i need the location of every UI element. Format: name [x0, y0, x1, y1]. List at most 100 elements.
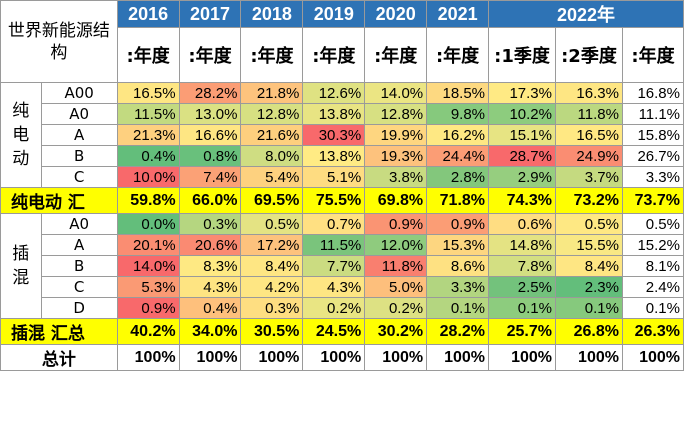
- period-header: :年度: [116, 27, 180, 83]
- data-cell: 0.2%: [302, 297, 366, 319]
- table-row: C 10.0% 7.4% 5.4% 5.1% 3.8% 2.8% 2.9% 3.7% 3.3%: [1, 166, 684, 188]
- group-label: 纯电动: [0, 82, 42, 188]
- total-cell: 100%: [302, 344, 366, 371]
- data-cell: 8.1%: [621, 255, 684, 277]
- data-cell: 13.8%: [302, 145, 366, 167]
- data-cell: 15.8%: [621, 124, 684, 146]
- data-cell: 2.4%: [621, 276, 684, 298]
- data-cell: 0.3%: [178, 213, 242, 235]
- summary-cell: 69.8%: [364, 187, 428, 214]
- data-cell: 18.5%: [426, 82, 490, 104]
- segment-label: B: [40, 145, 118, 167]
- data-cell: 2.8%: [426, 166, 490, 188]
- new-energy-structure-table: 世界新能源结构 2016 2017 2018 2019 2020 2021 20…: [0, 0, 684, 371]
- total-cell: 100%: [426, 344, 490, 371]
- data-cell: 16.5%: [116, 82, 180, 104]
- total-cell: 100%: [178, 344, 242, 371]
- data-cell: 21.3%: [116, 124, 180, 146]
- summary-cell: 73.2%: [555, 187, 623, 214]
- segment-label: C: [40, 276, 118, 298]
- period-header: :年度: [426, 27, 490, 83]
- total-label: 总计: [0, 344, 118, 371]
- table-row: D 0.9% 0.4% 0.3% 0.2% 0.2% 0.1% 0.1% 0.1% 0.1%: [1, 297, 684, 319]
- data-cell: 20.1%: [116, 234, 180, 256]
- data-cell: 11.5%: [302, 234, 366, 256]
- summary-cell: 26.3%: [621, 318, 684, 345]
- data-cell: 2.5%: [488, 276, 556, 298]
- segment-label: A0: [40, 103, 118, 125]
- group-label-char: 动: [12, 149, 30, 169]
- period-header: :年度: [178, 27, 242, 83]
- year-header-row: 世界新能源结构 2016 2017 2018 2019 2020 2021 20…: [0, 0, 684, 83]
- segment-label: C: [40, 166, 118, 188]
- summary-row: 纯电动 汇 59.8% 66.0% 69.5% 75.5% 69.8% 71.8% 74.3%…: [0, 187, 684, 214]
- summary-cell: 40.2%: [116, 318, 180, 345]
- data-cell: 0.1%: [555, 297, 623, 319]
- table-title: 世界新能源结构: [0, 0, 118, 83]
- data-cell: 3.8%: [364, 166, 428, 188]
- data-cell: 15.3%: [426, 234, 490, 256]
- data-cell: 14.0%: [364, 82, 428, 104]
- data-cell: 12.8%: [240, 103, 304, 125]
- table-row: B 0.4% 0.8% 8.0% 13.8% 19.3% 24.4% 28.7% 24.9% 26…: [1, 145, 684, 167]
- group-label-char: 插: [12, 244, 30, 264]
- segment-label: A: [40, 124, 118, 146]
- data-cell: 8.3%: [178, 255, 242, 277]
- data-cell: 16.8%: [621, 82, 684, 104]
- summary-cell: 24.5%: [302, 318, 366, 345]
- data-cell: 15.1%: [488, 124, 556, 146]
- data-cell: 0.4%: [116, 145, 180, 167]
- data-cell: 19.9%: [364, 124, 428, 146]
- data-cell: 21.6%: [240, 124, 304, 146]
- period-header: :年度: [621, 27, 684, 83]
- data-cell: 0.9%: [116, 297, 180, 319]
- table-row: A0 11.5% 13.0% 12.8% 13.8% 12.8% 9.8% 10.2% 11.8…: [1, 103, 684, 125]
- segment-label: A0: [40, 213, 118, 235]
- summary-cell: 34.0%: [178, 318, 242, 345]
- year-header: 2018: [240, 0, 304, 28]
- data-cell: 8.6%: [426, 255, 490, 277]
- data-cell: 16.2%: [426, 124, 490, 146]
- total-cell: 100%: [555, 344, 623, 371]
- data-cell: 24.9%: [555, 145, 623, 167]
- data-cell: 2.9%: [488, 166, 556, 188]
- data-cell: 10.0%: [116, 166, 180, 188]
- data-cell: 30.3%: [302, 124, 366, 146]
- data-cell: 0.2%: [364, 297, 428, 319]
- table-body: 纯电动 A00 16.5% 28.2% 21.8% 12.6% 14.0% 18.5% 17.3…: [0, 82, 684, 371]
- data-cell: 13.8%: [302, 103, 366, 125]
- data-cell: 12.6%: [302, 82, 366, 104]
- summary-row: 插混 汇总 40.2% 34.0% 30.5% 24.5% 30.2% 28.2% 25.7%…: [0, 318, 684, 345]
- data-cell: 0.4%: [178, 297, 242, 319]
- group-label-char: 纯: [12, 101, 30, 121]
- summary-cell: 30.5%: [240, 318, 304, 345]
- data-cell: 0.7%: [302, 213, 366, 235]
- group-label-char: 电: [12, 125, 30, 145]
- year-header-2022: 2022年: [488, 0, 684, 28]
- data-cell: 11.5%: [116, 103, 180, 125]
- year-header: 2017: [178, 0, 242, 28]
- data-cell: 0.1%: [621, 297, 684, 319]
- summary-cell: 30.2%: [364, 318, 428, 345]
- data-cell: 0.1%: [426, 297, 490, 319]
- total-cell: 100%: [488, 344, 556, 371]
- total-row: 总计 100% 100% 100% 100% 100% 100% 100% 100% 100%: [0, 344, 684, 371]
- data-cell: 0.9%: [426, 213, 490, 235]
- data-cell: 11.8%: [364, 255, 428, 277]
- data-cell: 20.6%: [178, 234, 242, 256]
- data-cell: 16.3%: [555, 82, 623, 104]
- data-cell: 8.4%: [555, 255, 623, 277]
- data-cell: 5.1%: [302, 166, 366, 188]
- data-cell: 5.4%: [240, 166, 304, 188]
- total-cell: 100%: [240, 344, 304, 371]
- data-cell: 24.4%: [426, 145, 490, 167]
- data-cell: 12.8%: [364, 103, 428, 125]
- summary-cell: 75.5%: [302, 187, 366, 214]
- summary-cell: 74.3%: [488, 187, 556, 214]
- table-row: C 5.3% 4.3% 4.2% 4.3% 5.0% 3.3% 2.5% 2.3% 2.4%: [1, 276, 684, 298]
- data-cell: 4.3%: [178, 276, 242, 298]
- data-cell: 0.3%: [240, 297, 304, 319]
- group-label-char: 混: [12, 268, 30, 288]
- period-header: :年度: [240, 27, 304, 83]
- data-cell: 11.8%: [555, 103, 623, 125]
